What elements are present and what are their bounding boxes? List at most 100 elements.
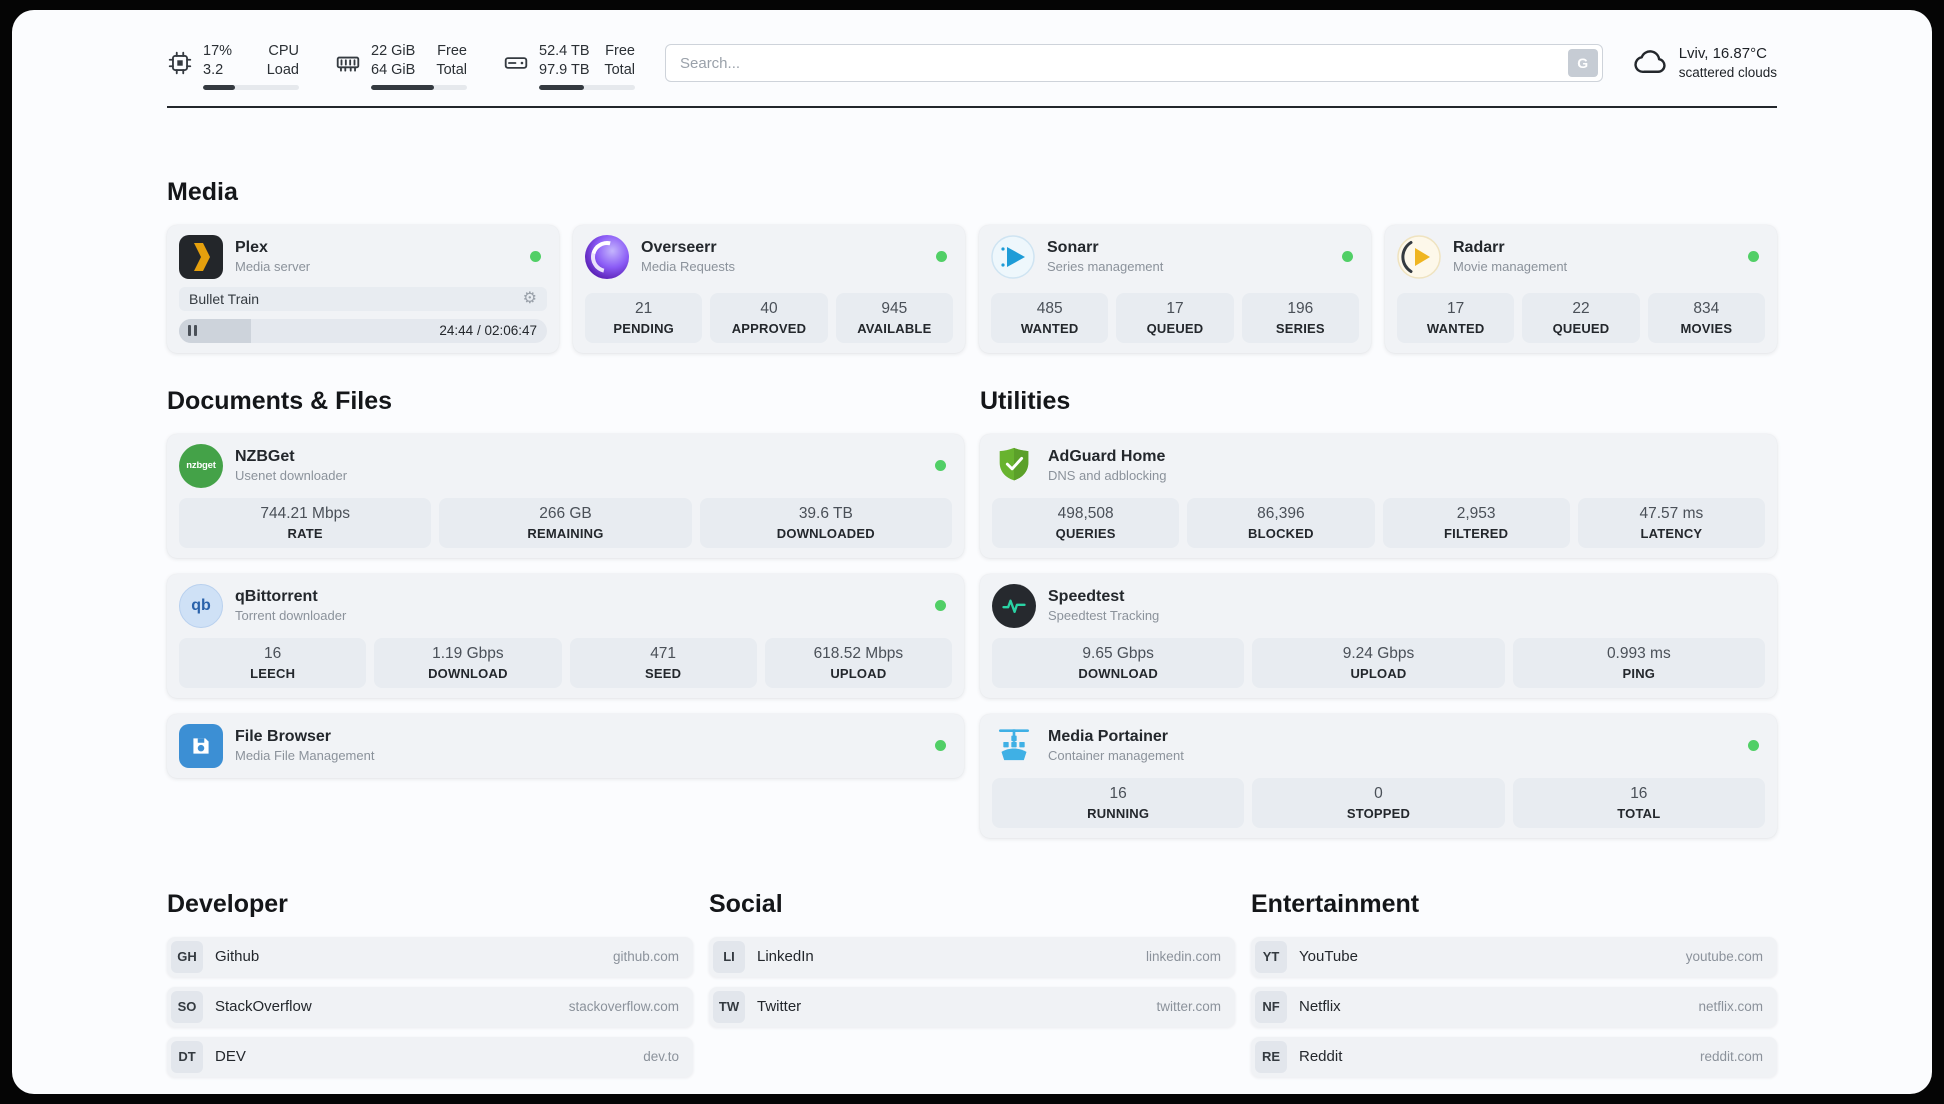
app-name: Sonarr (1047, 239, 1099, 257)
stackoverflow-abbr-icon: SO (171, 990, 203, 1023)
app-card-portainer[interactable]: Media Portainer Container management 16 … (980, 713, 1777, 838)
settings-gear-icon[interactable]: ⚙ (522, 289, 537, 307)
plex-icon (179, 234, 223, 279)
pause-icon[interactable] (188, 325, 197, 337)
cpu-usage-label: CPU (268, 43, 299, 59)
youtube-abbr-icon: YT (1255, 940, 1287, 973)
weather-widget[interactable]: Lviv, 16.87°C scattered clouds (1633, 44, 1777, 80)
disk-total-label: Total (604, 61, 635, 78)
bookmark-group-entertainment: Entertainment YT YouTube youtube.com NF … (1251, 890, 1777, 1087)
sonarr-icon (991, 234, 1035, 279)
stat-seed: 471 SEED (569, 637, 757, 688)
stat-queued: 22 QUEUED (1522, 292, 1640, 343)
app-card-speedtest[interactable]: Speedtest Speedtest Tracking 9.65 Gbps D… (980, 573, 1777, 698)
app-name: qBittorrent (235, 588, 318, 606)
bookmark-github[interactable]: GH Github github.com (167, 936, 693, 977)
ram-free-value: 22 GiB (371, 43, 416, 59)
overseerr-icon (585, 234, 629, 279)
disk-free-value: 52.4 TB (539, 43, 590, 59)
cpu-load-value: 3.2 (203, 61, 224, 78)
stat-queued: 17 QUEUED (1116, 292, 1234, 343)
cpu-usage-value: 17% (203, 43, 233, 59)
stat-remaining: 266 GB REMAINING (439, 497, 692, 548)
bookmark-group-developer: Developer GH Github github.com SO StackO… (167, 890, 693, 1087)
stat-approved: 40 APPROVED (710, 292, 828, 343)
disk-progress-fill (539, 84, 585, 90)
app-name: Radarr (1453, 239, 1505, 257)
system-monitors: 17% CPU 3.2 Load 22 GiB Free (167, 42, 635, 90)
app-card-nzbget[interactable]: nzbget NZBGet Usenet downloader 744.21 M… (167, 433, 964, 558)
radarr-icon (1397, 234, 1441, 279)
app-card-qbittorrent[interactable]: qb qBittorrent Torrent downloader 16 LEE… (167, 573, 964, 698)
bookmark-reddit[interactable]: RE Reddit reddit.com (1251, 1036, 1777, 1077)
cpu-icon (167, 50, 193, 76)
app-card-overseerr[interactable]: Overseerr Media Requests 21 PENDING 40 A… (573, 224, 965, 353)
search-engine-button[interactable]: G (1567, 49, 1598, 77)
section-media: Media Plex Media server (167, 178, 1777, 353)
app-name: File Browser (235, 728, 332, 746)
bookmark-youtube[interactable]: YT YouTube youtube.com (1251, 936, 1777, 977)
app-subtitle: Series management (1047, 259, 1164, 275)
app-subtitle: Speedtest Tracking (1048, 608, 1160, 624)
adguard-shield-icon (992, 444, 1036, 488)
stat-leech: 16 LEECH (179, 637, 367, 688)
now-playing-bar: Bullet Train ⚙ (179, 286, 547, 311)
app-name: Speedtest (1048, 588, 1125, 606)
twitter-abbr-icon: TW (713, 990, 745, 1023)
app-name: Plex (235, 239, 268, 257)
app-card-plex[interactable]: Plex Media server Bullet Train ⚙ 24:44 /… (167, 224, 559, 353)
status-online-dot (530, 251, 541, 263)
memory-icon (335, 50, 361, 76)
netflix-abbr-icon: NF (1255, 990, 1287, 1023)
playback-progress-bar[interactable]: 24:44 / 02:06:47 (179, 318, 547, 343)
app-subtitle: Media Requests (641, 259, 735, 275)
stat-total: 16 TOTAL (1512, 777, 1765, 828)
bookmark-netflix[interactable]: NF Netflix netflix.com (1251, 986, 1777, 1027)
stat-upload: 9.24 Gbps UPLOAD (1252, 637, 1505, 688)
app-card-adguard[interactable]: AdGuard Home DNS and adblocking 498,508 … (980, 433, 1777, 558)
speedtest-icon (992, 583, 1036, 628)
github-abbr-icon: GH (171, 940, 203, 973)
playback-time: 24:44 / 02:06:47 (439, 323, 537, 339)
qbittorrent-icon: qb (179, 583, 223, 628)
header-bar: 17% CPU 3.2 Load 22 GiB Free (167, 10, 1777, 90)
search-bar: G (665, 44, 1603, 82)
app-subtitle: Torrent downloader (235, 608, 347, 624)
stat-upload: 618.52 Mbps UPLOAD (764, 637, 952, 688)
bookmark-dev[interactable]: DT DEV dev.to (167, 1036, 693, 1077)
app-card-radarr[interactable]: Radarr Movie management 17 WANTED 22 QUE… (1385, 224, 1777, 353)
section-title-developer: Developer (167, 889, 288, 918)
section-title-media: Media (167, 177, 238, 206)
filebrowser-icon (179, 723, 223, 768)
section-utilities: Utilities (980, 387, 1777, 838)
disk-progress-bar (539, 84, 635, 90)
stat-movies: 834 MOVIES (1647, 292, 1765, 343)
bookmark-stackoverflow[interactable]: SO StackOverflow stackoverflow.com (167, 986, 693, 1027)
ram-progress-fill (371, 84, 435, 90)
reddit-abbr-icon: RE (1255, 1040, 1287, 1073)
app-card-filebrowser[interactable]: File Browser Media File Management (167, 713, 964, 778)
bookmark-linkedin[interactable]: LI LinkedIn linkedin.com (709, 936, 1235, 977)
app-card-sonarr[interactable]: Sonarr Series management 485 WANTED 17 Q… (979, 224, 1371, 353)
stat-download: 9.65 Gbps DOWNLOAD (992, 637, 1245, 688)
stat-stopped: 0 STOPPED (1252, 777, 1505, 828)
status-online-dot (1748, 251, 1759, 263)
status-online-dot (1748, 740, 1759, 752)
bookmark-twitter[interactable]: TW Twitter twitter.com (709, 986, 1235, 1027)
status-online-dot (935, 460, 946, 472)
status-online-dot (1342, 251, 1353, 263)
app-subtitle: Media File Management (235, 748, 375, 764)
stat-wanted: 485 WANTED (991, 292, 1109, 343)
stat-download: 1.19 Gbps DOWNLOAD (374, 637, 562, 688)
ram-free-label: Free (437, 43, 467, 59)
section-title-documents: Documents & Files (167, 386, 393, 415)
ram-progress-bar (371, 84, 467, 90)
app-subtitle: Container management (1048, 748, 1184, 764)
cpu-load-label: Load (266, 61, 299, 78)
app-subtitle: Movie management (1453, 259, 1568, 275)
stat-wanted: 17 WANTED (1397, 292, 1515, 343)
stat-series: 196 SERIES (1241, 292, 1359, 343)
app-name: AdGuard Home (1048, 448, 1166, 466)
search-input[interactable] (665, 44, 1603, 82)
status-online-dot (936, 251, 947, 263)
